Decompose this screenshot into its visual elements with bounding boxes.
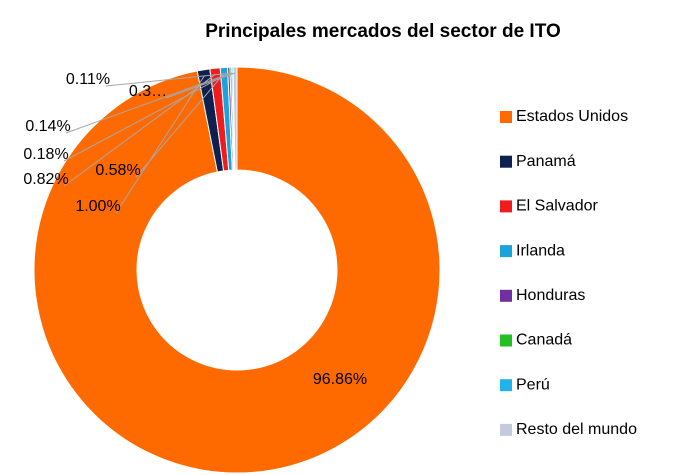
data-label: 1.00% <box>75 198 120 215</box>
data-label: 0.82% <box>23 171 68 188</box>
legend-swatch <box>500 379 512 392</box>
legend-swatch <box>500 334 512 347</box>
leader-line <box>165 72 236 99</box>
data-label: 0.58% <box>95 162 140 179</box>
legend-label: Panamá <box>516 153 576 170</box>
leader-line <box>63 72 230 162</box>
legend-label: Canadá <box>516 332 572 349</box>
leader-line <box>135 73 225 178</box>
slice <box>232 66 238 171</box>
data-label: 96.86% <box>313 371 367 388</box>
slice <box>33 66 441 474</box>
legend-swatch <box>500 155 512 168</box>
leader-line <box>65 72 232 134</box>
data-label: 0.11% <box>66 71 110 88</box>
legend-swatch <box>500 200 512 213</box>
leader-line <box>105 72 233 87</box>
legend-label: Perú <box>516 376 550 393</box>
legend-swatch <box>500 423 512 436</box>
legend-swatch <box>500 111 512 123</box>
leader-line <box>115 75 205 214</box>
data-label: 0.18% <box>23 146 68 163</box>
legend-swatch <box>500 245 512 258</box>
leader-line <box>63 73 216 187</box>
data-label: 0.14% <box>25 118 70 135</box>
legend-label: Estados Unidos <box>516 108 628 125</box>
legend-swatch <box>500 289 512 302</box>
legend-label: Irlanda <box>516 242 565 259</box>
chart-title: Principales mercados del sector de ITO <box>205 21 561 42</box>
legend-label: Resto del mundo <box>516 421 637 438</box>
data-label: 0.3… <box>129 83 167 100</box>
legend-label: El Salvador <box>516 198 598 215</box>
legend-label: Honduras <box>516 287 585 304</box>
